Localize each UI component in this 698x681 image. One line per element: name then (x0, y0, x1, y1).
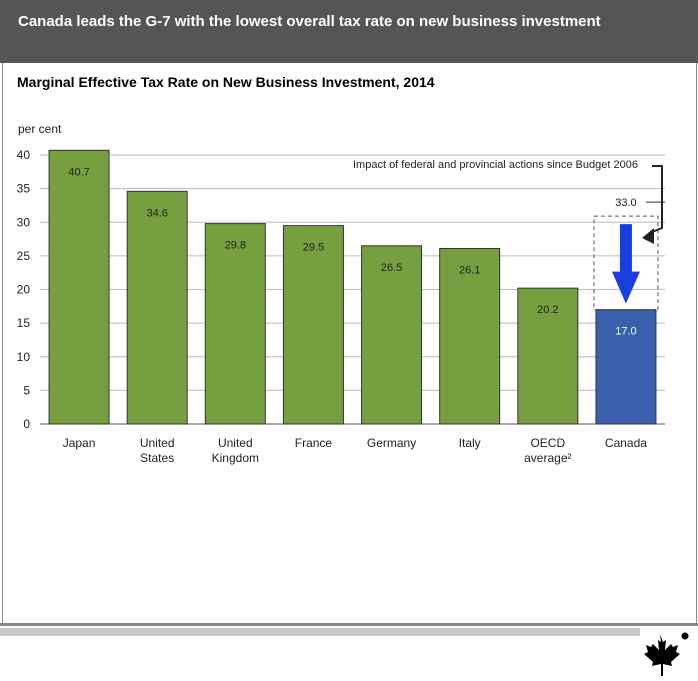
y-tick-label: 5 (23, 383, 30, 397)
x-tick-label: Italy (459, 436, 481, 450)
y-axis-label: per cent (18, 122, 62, 136)
bar (204, 223, 266, 425)
annotation-dashed-box (593, 215, 659, 311)
annotation-leader (651, 165, 663, 233)
bar (439, 247, 501, 425)
x-tick-label: Germany (367, 436, 416, 450)
y-tick-label: 30 (17, 215, 31, 229)
x-tick-label: United (140, 436, 175, 450)
annotation-leader-arrowhead (642, 228, 654, 244)
data-label: 20.2 (537, 304, 558, 316)
x-tick-label: France (295, 436, 333, 450)
footer-band (0, 628, 640, 636)
y-tick-label: 20 (17, 283, 31, 297)
x-tick-label: Canada (605, 436, 647, 450)
x-tick-label: average² (524, 451, 571, 465)
data-label: 34.6 (146, 207, 167, 219)
bar (517, 287, 579, 425)
data-label: 26.1 (459, 264, 480, 276)
annotation-previous-value: 33.0 (615, 197, 636, 209)
banner: Canada leads the G-7 with the lowest ove… (0, 0, 698, 63)
data-label: 26.5 (381, 262, 402, 274)
x-tick-label: OECD (530, 436, 565, 450)
y-tick-label: 35 (17, 182, 31, 196)
x-tick-label: United (218, 436, 253, 450)
banner-title: Canada leads the G-7 with the lowest ove… (18, 13, 601, 30)
x-tick-label: States (140, 451, 174, 465)
chart-title: Marginal Effective Tax Rate on New Busin… (17, 74, 435, 90)
maple-leaf-icon (644, 632, 689, 676)
y-tick-label: 40 (17, 148, 31, 162)
x-tick-label: Kingdom (212, 451, 259, 465)
bar (361, 245, 423, 425)
data-label: 29.5 (303, 242, 324, 254)
data-label: 17.0 (615, 326, 636, 338)
annotation-text: Impact of federal and provincial actions… (353, 159, 638, 171)
chart-panel (2, 63, 697, 623)
annotation-down-arrow (611, 224, 640, 304)
bar (282, 225, 344, 425)
data-label: 40.7 (68, 166, 89, 178)
data-label: 29.8 (225, 240, 246, 252)
y-tick-label: 15 (17, 316, 31, 330)
y-tick-label: 25 (17, 249, 31, 263)
footer-divider (0, 623, 698, 626)
bar (48, 149, 110, 425)
bar (595, 309, 657, 425)
y-tick-label: 0 (23, 417, 30, 431)
bar (126, 190, 188, 425)
y-tick-label: 10 (17, 350, 31, 364)
x-tick-label: Japan (63, 436, 96, 450)
